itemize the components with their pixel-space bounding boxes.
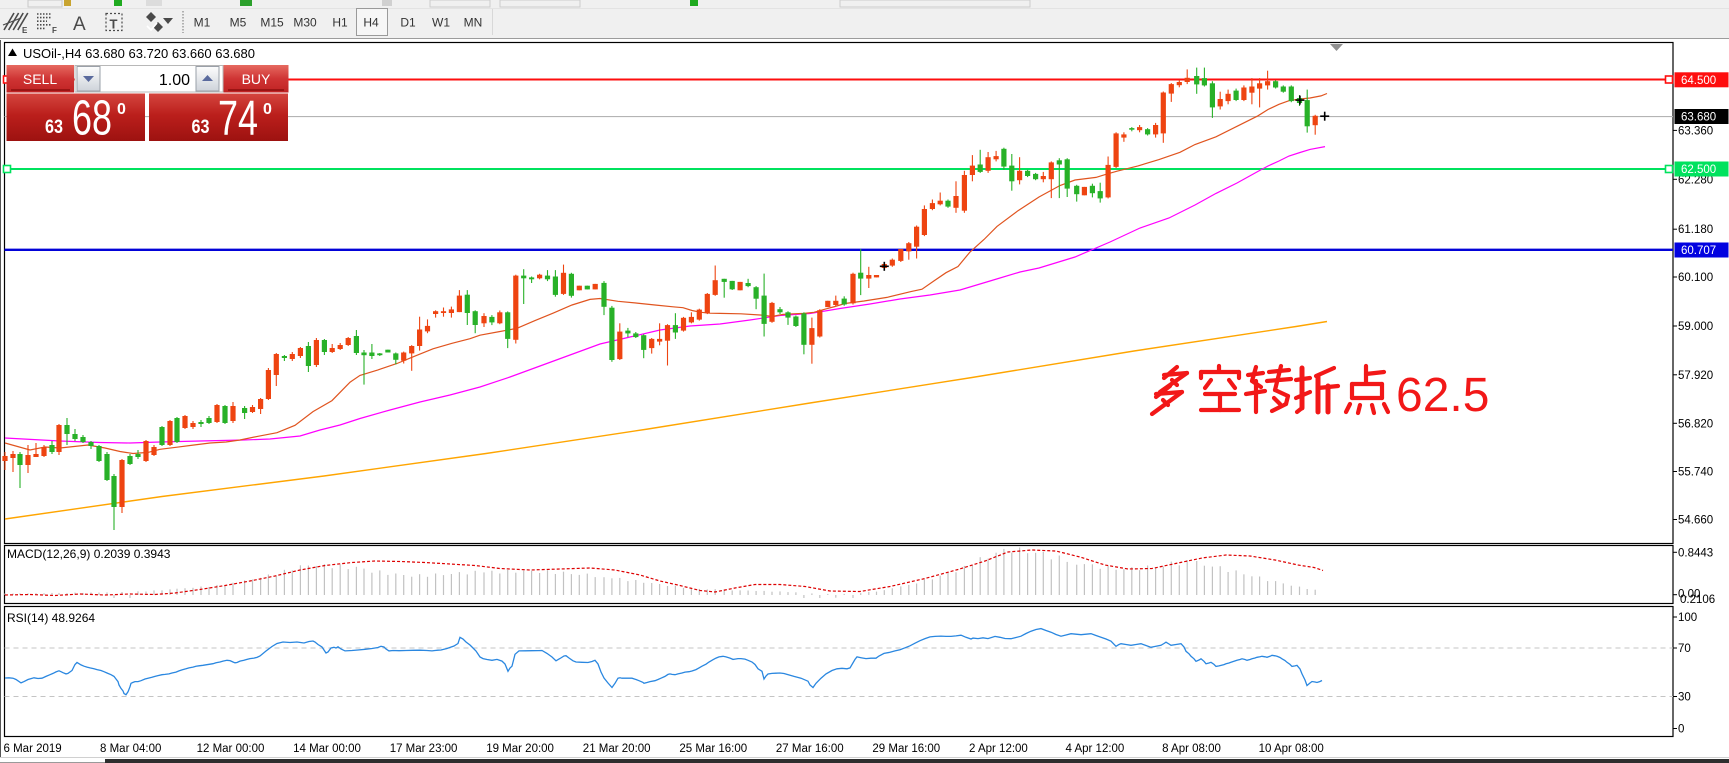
svg-text:12 Mar 00:00: 12 Mar 00:00 xyxy=(197,743,265,755)
svg-text:F: F xyxy=(52,26,57,35)
svg-text:2 Apr 12:00: 2 Apr 12:00 xyxy=(969,743,1028,755)
svg-text:60.100: 60.100 xyxy=(1678,272,1713,284)
svg-text:8 Mar 04:00: 8 Mar 04:00 xyxy=(100,743,161,755)
svg-text:BUY: BUY xyxy=(242,71,271,87)
svg-text:M5: M5 xyxy=(230,16,247,30)
svg-text:21 Mar 20:00: 21 Mar 20:00 xyxy=(583,743,651,755)
svg-text:29 Mar 16:00: 29 Mar 16:00 xyxy=(872,743,940,755)
svg-text:64.500: 64.500 xyxy=(1681,75,1716,87)
svg-text:0: 0 xyxy=(117,101,126,118)
svg-text:E: E xyxy=(22,26,28,35)
svg-text:19 Mar 20:00: 19 Mar 20:00 xyxy=(486,743,554,755)
svg-text:61.180: 61.180 xyxy=(1678,224,1713,236)
svg-text:0: 0 xyxy=(263,101,272,118)
svg-text:55.740: 55.740 xyxy=(1678,467,1713,479)
svg-text:63.680: 63.680 xyxy=(1681,112,1716,124)
svg-text:74: 74 xyxy=(218,92,258,146)
svg-text:M30: M30 xyxy=(293,16,317,30)
svg-text:8 Apr 08:00: 8 Apr 08:00 xyxy=(1162,743,1221,755)
svg-text:W1: W1 xyxy=(432,16,450,30)
svg-text:10 Apr 08:00: 10 Apr 08:00 xyxy=(1259,743,1324,755)
svg-text:25 Mar 16:00: 25 Mar 16:00 xyxy=(679,743,747,755)
svg-text:T: T xyxy=(110,17,118,32)
svg-text:59.000: 59.000 xyxy=(1678,321,1713,333)
svg-text:H1: H1 xyxy=(332,16,348,30)
svg-text:D1: D1 xyxy=(400,16,416,30)
svg-text:60.707: 60.707 xyxy=(1681,245,1716,257)
svg-text:6 Mar 2019: 6 Mar 2019 xyxy=(4,743,62,755)
svg-text:0.00: 0.00 xyxy=(1678,589,1700,601)
svg-text:SELL: SELL xyxy=(23,71,57,87)
svg-text:0.2106: 0.2106 xyxy=(1680,594,1715,606)
svg-text:63: 63 xyxy=(192,117,210,138)
svg-text:30: 30 xyxy=(1678,692,1691,704)
svg-text:56.820: 56.820 xyxy=(1678,418,1713,430)
svg-text:100: 100 xyxy=(1678,612,1697,624)
svg-text:M1: M1 xyxy=(194,16,211,30)
svg-text:0.8443: 0.8443 xyxy=(1678,547,1713,559)
svg-text:H4: H4 xyxy=(363,16,379,30)
svg-text:57.920: 57.920 xyxy=(1678,370,1713,382)
svg-text:62.5: 62.5 xyxy=(1396,369,1489,422)
svg-text:14 Mar 00:00: 14 Mar 00:00 xyxy=(293,743,361,755)
svg-text:17 Mar 23:00: 17 Mar 23:00 xyxy=(390,743,458,755)
svg-text:USOil-,H4 63.680 63.720 63.66: USOil-,H4 63.680 63.720 63.660 63.680 xyxy=(23,46,255,61)
svg-text:27 Mar 16:00: 27 Mar 16:00 xyxy=(776,743,844,755)
svg-text:MN: MN xyxy=(464,16,483,30)
svg-text:RSI(14) 48.9264: RSI(14) 48.9264 xyxy=(7,611,95,625)
svg-text:1.00: 1.00 xyxy=(159,72,190,89)
svg-text:70: 70 xyxy=(1678,643,1691,655)
svg-text:M15: M15 xyxy=(260,16,284,30)
svg-text:63: 63 xyxy=(45,117,63,138)
svg-text:0: 0 xyxy=(1678,724,1684,736)
svg-text:62.280: 62.280 xyxy=(1678,174,1713,186)
svg-text:MACD(12,26,9) 0.2039 0.3943: MACD(12,26,9) 0.2039 0.3943 xyxy=(7,547,171,561)
svg-text:63.360: 63.360 xyxy=(1678,125,1713,137)
svg-text:4 Apr 12:00: 4 Apr 12:00 xyxy=(1066,743,1125,755)
svg-text:62.500: 62.500 xyxy=(1681,164,1716,176)
svg-text:A: A xyxy=(73,14,86,35)
svg-text:68: 68 xyxy=(72,92,112,146)
svg-text:54.660: 54.660 xyxy=(1678,515,1713,527)
